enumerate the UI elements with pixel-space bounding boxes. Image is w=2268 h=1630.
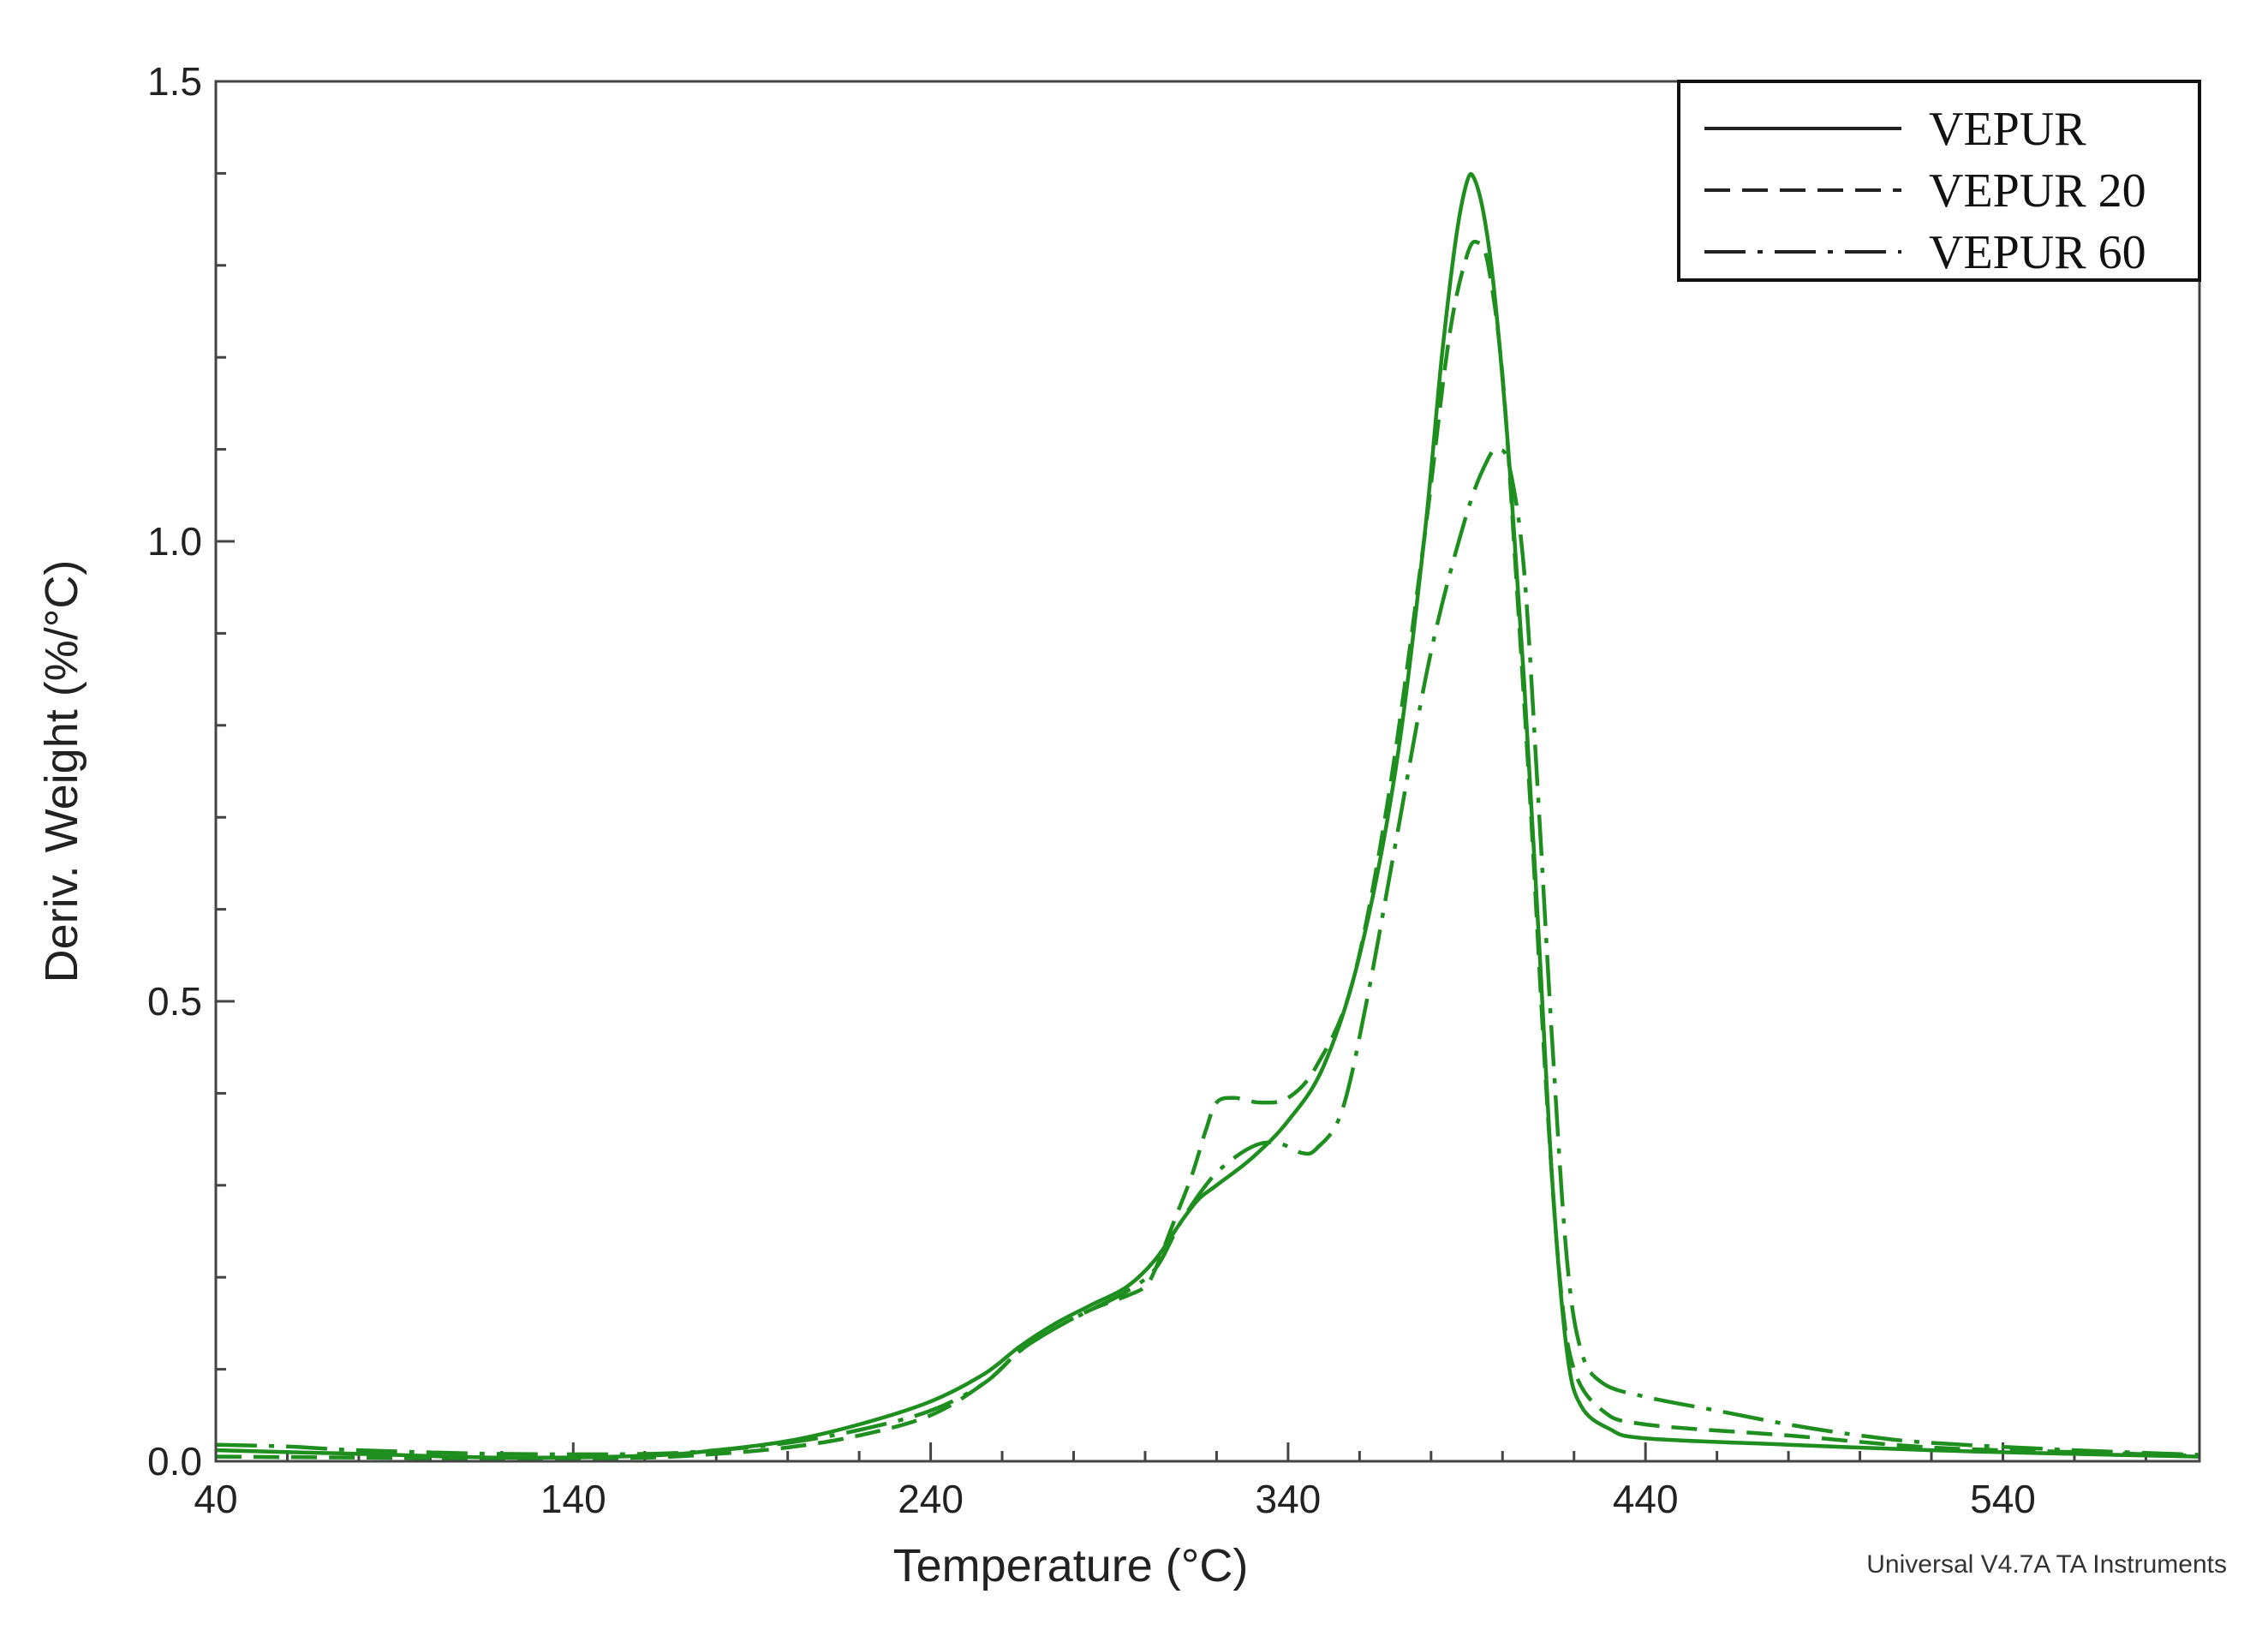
credit-text: Universal V4.7A TA Instruments — [1866, 1550, 2227, 1579]
legend: VEPUR VEPUR 20 VEPUR 60 — [1677, 80, 2201, 282]
x-tick-label: 540 — [1970, 1477, 2036, 1521]
legend-label: VEPUR 60 — [1929, 226, 2146, 279]
series-line-3 — [215, 446, 2200, 1457]
y-axis-ticks: 0.0 0.5 1.0 1.5 — [147, 59, 235, 1484]
x-tick-label: 340 — [1256, 1477, 1322, 1521]
y-tick-label: 0.0 — [147, 1439, 202, 1484]
x-axis-ticks: 40 140 240 340 440 540 — [194, 1442, 2147, 1521]
y-tick-label: 0.5 — [147, 979, 202, 1024]
y-axis-title: Deriv. Weight (%/°C) — [36, 560, 87, 983]
x-tick-label: 440 — [1613, 1477, 1679, 1521]
x-tick-label: 240 — [898, 1477, 964, 1521]
plot-frame — [214, 80, 2201, 1463]
legend-box — [1677, 80, 2201, 282]
plot-lines — [215, 172, 2200, 1461]
series-line-1 — [215, 172, 2200, 1460]
series-line-2 — [215, 239, 2200, 1461]
legend-label: VEPUR — [1929, 103, 2086, 156]
y-tick-label: 1.5 — [147, 59, 202, 104]
x-tick-label: 40 — [194, 1477, 237, 1521]
x-tick-label: 140 — [540, 1477, 606, 1521]
y-tick-label: 1.0 — [147, 519, 202, 564]
legend-label: VEPUR 20 — [1929, 164, 2146, 218]
x-axis-title: Temperature (°C) — [893, 1540, 1249, 1591]
